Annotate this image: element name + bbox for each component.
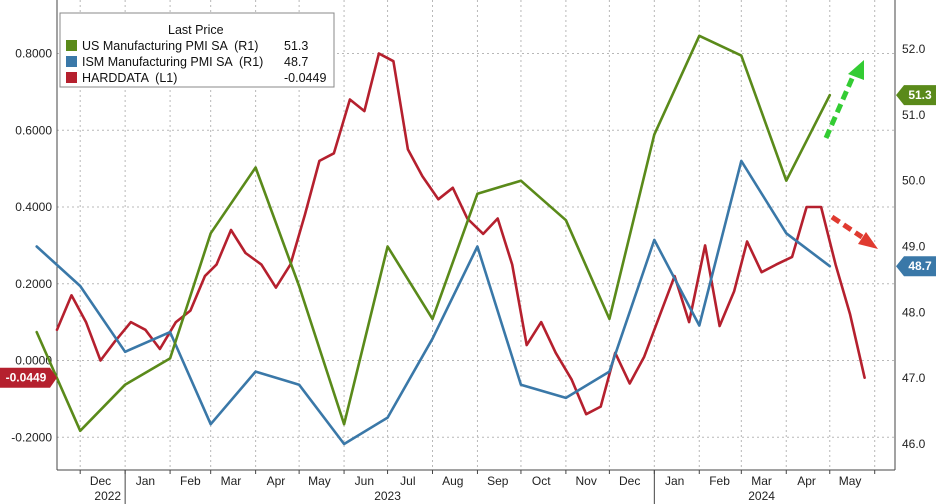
badge-ism-pmi-shape	[896, 256, 936, 277]
legend: Last Price US Manufacturing PMI SA (R1) …	[59, 12, 335, 88]
month-tick-label: Apr	[267, 474, 286, 488]
month-tick-label: Feb	[180, 474, 201, 488]
month-tick-label: Dec	[90, 474, 111, 488]
badge-us-pmi-shape	[896, 85, 936, 106]
left-tick-label: 0.8000	[15, 47, 52, 61]
right-tick-label: 48.0	[902, 305, 926, 319]
left-tick-label: 0.4000	[15, 200, 52, 214]
right-tick-label: 50.0	[902, 174, 926, 188]
month-tick-label: Feb	[709, 474, 730, 488]
last-value-badges: 51.3 48.7 -0.0449	[0, 85, 936, 388]
month-tick-label: Aug	[442, 474, 463, 488]
series-harddata-line	[55, 52, 866, 416]
arrow-up-head	[848, 60, 864, 80]
badge-harddata-shape	[0, 367, 57, 388]
month-tick-label: Jan	[136, 474, 155, 488]
month-tick-label: Jun	[355, 474, 374, 488]
right-tick-label: 46.0	[902, 437, 926, 451]
legend-value-harddata: -0.0449	[284, 71, 326, 85]
month-tick-label: Sep	[487, 474, 509, 488]
plot-frame	[56, 0, 896, 471]
left-tick-label: -0.2000	[11, 430, 52, 444]
right-tick-label: 47.0	[902, 371, 926, 385]
annotation-arrows	[823, 60, 878, 249]
right-tick-label: 49.0	[902, 239, 926, 253]
right-tick-label: 51.0	[902, 108, 926, 122]
legend-label-harddata: HARDDATA (L1)	[82, 71, 177, 85]
legend-box	[59, 12, 335, 88]
arrow-down-shaft	[830, 214, 864, 240]
badge-harddata-text: -0.0449	[6, 371, 47, 385]
arrow-down-head	[858, 232, 878, 249]
year-tick-label: 2022	[94, 489, 121, 503]
legend-swatch-harddata	[66, 72, 77, 83]
arrow-up-shaft	[823, 72, 857, 140]
right-tick-label: 52.0	[902, 42, 926, 56]
month-tick-label: Jul	[400, 474, 415, 488]
legend-value-us-pmi: 51.3	[284, 39, 308, 53]
month-tick-label: Nov	[576, 474, 597, 488]
month-tick-label: May	[308, 474, 331, 488]
year-tick-label: 2023	[374, 489, 401, 503]
month-tick-label: Mar	[751, 474, 772, 488]
left-tick-label: 0.0000	[15, 354, 52, 368]
left-tick-label: 0.2000	[15, 277, 52, 291]
month-tick-label: Oct	[532, 474, 551, 488]
month-tick-label: May	[839, 474, 862, 488]
year-tick-label: 2024	[748, 489, 775, 503]
badge-ism-pmi-text: 48.7	[908, 259, 932, 273]
legend-label-us-pmi: US Manufacturing PMI SA (R1)	[82, 39, 258, 53]
month-tick-label: Dec	[619, 474, 640, 488]
series-layer	[35, 34, 866, 446]
legend-title: Last Price	[168, 23, 224, 37]
badge-us-pmi-text: 51.3	[908, 88, 932, 102]
month-tick-label: Apr	[797, 474, 816, 488]
legend-value-ism-pmi: 48.7	[284, 55, 308, 69]
legend-swatch-us-pmi	[66, 40, 77, 51]
legend-label-ism-pmi: ISM Manufacturing PMI SA (R1)	[82, 55, 263, 69]
month-tick-label: Jan	[665, 474, 684, 488]
legend-swatch-ism-pmi	[66, 56, 77, 67]
left-tick-label: 0.6000	[15, 123, 52, 137]
axes: 0.8000 0.6000 0.4000 0.2000 0.0000 -0.2000 52.…	[11, 42, 926, 504]
month-tick-label: Mar	[221, 474, 242, 488]
